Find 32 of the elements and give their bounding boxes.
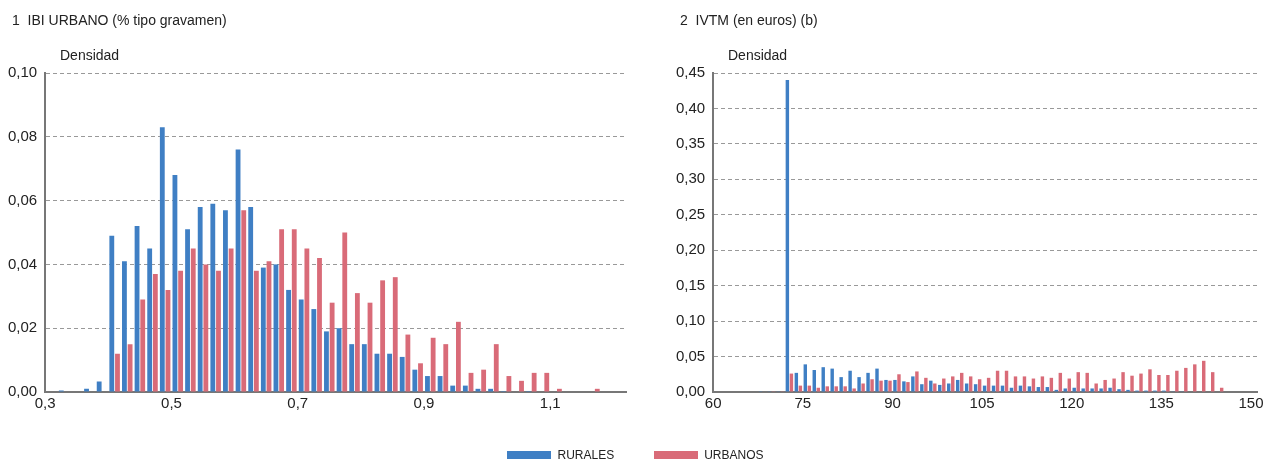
x-tick-label: 150 <box>1238 394 1264 412</box>
y-tick-label: 0,40 <box>675 98 706 116</box>
x-tick-label: 0,5 <box>161 394 182 412</box>
y-axis-title: Densidad <box>728 47 788 63</box>
x-tick-label: 105 <box>969 394 995 412</box>
y-tick-label: 0,04 <box>7 254 38 272</box>
y-tick-label: 0,30 <box>675 169 706 187</box>
y-tick-label: 0,20 <box>675 240 706 258</box>
x-tick-label: 120 <box>1059 394 1085 412</box>
x-tick-label: 1,1 <box>539 394 561 412</box>
y-tick-label: 0,10 <box>7 63 38 81</box>
y-tick-label: 0,00 <box>675 382 706 400</box>
x-tick-label: 90 <box>884 394 901 412</box>
x-tick-label: 135 <box>1148 394 1174 412</box>
x-tick-label: 60 <box>704 394 722 412</box>
x-tick-label: 0,7 <box>287 394 309 412</box>
y-tick-label: 0,08 <box>7 126 38 144</box>
y-tick-label: 0,05 <box>675 346 706 364</box>
y-tick-label: 0,02 <box>7 318 38 336</box>
y-axis-title: Densidad <box>60 47 120 63</box>
y-tick-label: 0,45 <box>675 63 706 81</box>
y-tick-label: 0,15 <box>675 275 706 293</box>
y-tick-label: 0,25 <box>675 204 706 222</box>
x-tick-label: 75 <box>794 394 812 412</box>
y-tick-label: 0,35 <box>675 134 706 152</box>
x-tick-label: 0,9 <box>413 394 435 412</box>
y-tick-label: 0,06 <box>7 190 38 208</box>
chart-title: 2 IVTM (en euros) (b) <box>680 12 818 28</box>
legend-label: RURALES <box>557 448 615 462</box>
chart-title: 1 IBI URBANO (% tipo gravamen) <box>12 12 227 28</box>
legend-label: URBANOS <box>704 448 764 462</box>
y-tick-label: 0,10 <box>675 311 706 329</box>
